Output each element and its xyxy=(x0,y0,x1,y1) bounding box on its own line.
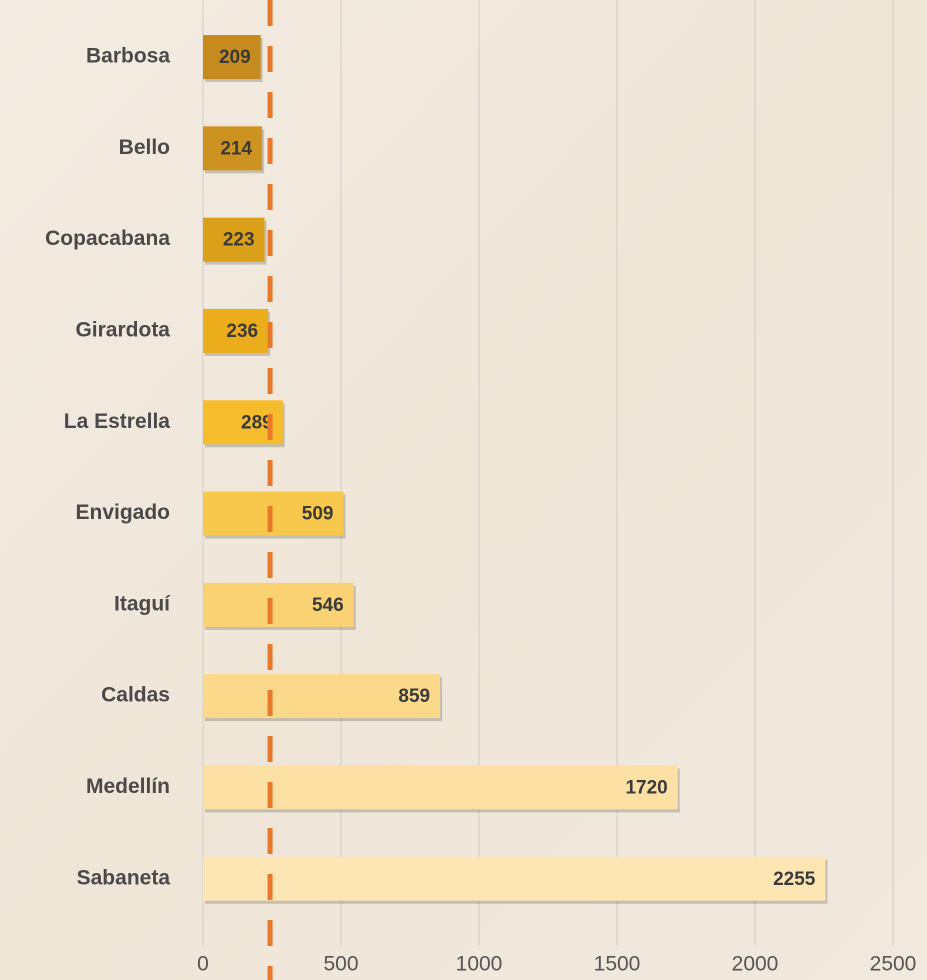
bar xyxy=(203,765,678,810)
y-tick-label: Girardota xyxy=(75,318,170,341)
bar xyxy=(203,126,263,171)
value-label: 546 xyxy=(312,595,344,616)
y-tick-label: Copacabana xyxy=(45,227,170,250)
bar xyxy=(203,674,441,719)
bar xyxy=(203,217,265,262)
y-tick-label: Itaguí xyxy=(114,592,171,615)
y-tick-label: La Estrella xyxy=(64,410,171,433)
bar xyxy=(203,582,354,627)
y-tick-label: Bello xyxy=(119,136,170,159)
y-tick-label: Barbosa xyxy=(86,45,170,68)
bar xyxy=(203,308,269,353)
x-tick-label: 2500 xyxy=(870,953,917,976)
y-tick-label: Medellín xyxy=(86,775,170,798)
value-label: 223 xyxy=(223,230,255,251)
value-label: 214 xyxy=(220,138,252,159)
bar xyxy=(203,856,826,901)
y-tick-label: Envigado xyxy=(75,501,170,524)
value-label: 1720 xyxy=(625,777,667,798)
x-tick-label: 1000 xyxy=(456,953,503,976)
y-tick-label: Sabaneta xyxy=(77,866,171,889)
value-label: 236 xyxy=(226,321,258,342)
x-tick-label: 2000 xyxy=(732,953,779,976)
value-label: 289 xyxy=(241,412,273,433)
bar xyxy=(203,491,344,536)
x-tick-label: 500 xyxy=(323,953,358,976)
value-label: 2255 xyxy=(773,869,816,890)
value-label: 509 xyxy=(302,504,334,525)
x-tick-label: 1500 xyxy=(594,953,641,976)
bar xyxy=(203,35,261,80)
x-tick-label: 0 xyxy=(197,953,209,976)
value-label: 859 xyxy=(398,686,430,707)
value-label: 209 xyxy=(219,47,251,68)
y-tick-label: Caldas xyxy=(101,684,170,707)
